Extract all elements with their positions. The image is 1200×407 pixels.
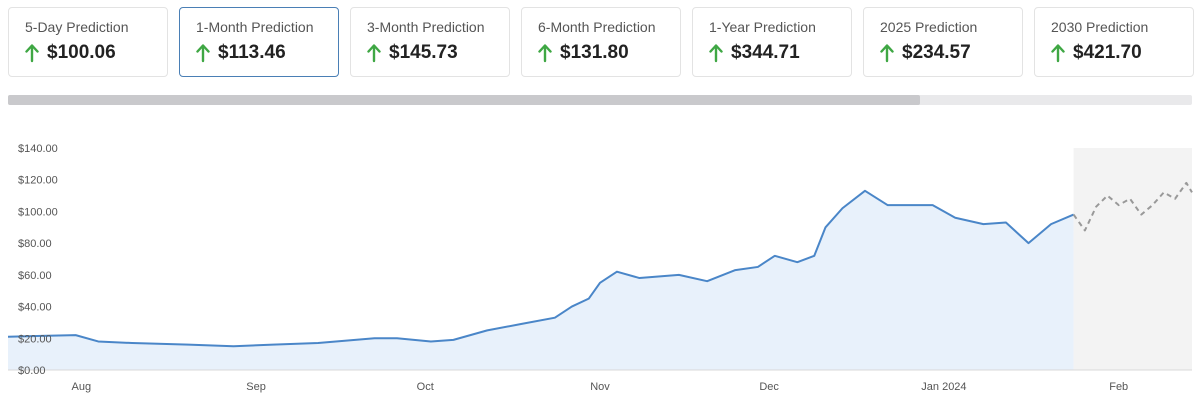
prediction-label: 2025 Prediction bbox=[880, 19, 978, 35]
prediction-label: 3-Month Prediction bbox=[367, 19, 485, 35]
x-tick-label: Feb bbox=[1109, 381, 1128, 393]
y-tick-label: $140.00 bbox=[18, 143, 58, 155]
prediction-card-6-month[interactable]: 6-Month Prediction $131.80 bbox=[521, 7, 681, 77]
forecast-region bbox=[1073, 148, 1192, 370]
arrow-up-icon bbox=[196, 44, 210, 63]
prediction-card-3-month[interactable]: 3-Month Prediction $145.73 bbox=[350, 7, 510, 77]
x-tick-label: Nov bbox=[590, 381, 610, 393]
y-tick-label: $40.00 bbox=[18, 302, 52, 314]
prediction-value: $113.46 bbox=[218, 42, 286, 63]
prediction-label: 1-Year Prediction bbox=[709, 19, 816, 35]
prediction-value: $145.73 bbox=[389, 42, 458, 63]
arrow-up-icon bbox=[880, 44, 894, 63]
arrow-up-icon bbox=[538, 44, 552, 63]
x-tick-label: Dec bbox=[759, 381, 779, 393]
cards-scrollbar-thumb[interactable] bbox=[8, 95, 920, 105]
prediction-value: $234.57 bbox=[902, 42, 971, 63]
forecast-line bbox=[1072, 181, 1193, 232]
y-tick-label: $20.00 bbox=[18, 333, 52, 345]
prediction-value: $344.71 bbox=[731, 42, 800, 63]
prediction-card-2030[interactable]: 2030 Prediction $421.70 bbox=[1034, 7, 1194, 77]
y-tick-label: $100.00 bbox=[18, 206, 58, 218]
x-tick-label: Jan 2024 bbox=[921, 381, 966, 393]
x-tick-label: Oct bbox=[417, 381, 434, 393]
y-tick-label: $60.00 bbox=[18, 270, 52, 282]
y-tick-label: $120.00 bbox=[18, 175, 58, 187]
y-tick-label: $80.00 bbox=[18, 238, 52, 250]
arrow-up-icon bbox=[25, 44, 39, 63]
prediction-label: 6-Month Prediction bbox=[538, 19, 656, 35]
prediction-value: $421.70 bbox=[1073, 42, 1142, 63]
prediction-label: 5-Day Prediction bbox=[25, 19, 129, 35]
prediction-card-1-month[interactable]: 1-Month Prediction $113.46 bbox=[179, 7, 339, 77]
prediction-card-1-year[interactable]: 1-Year Prediction $344.71 bbox=[692, 7, 852, 77]
x-tick-label: Sep bbox=[246, 381, 266, 393]
prediction-cards: 5-Day Prediction $100.06 1-Month Predict… bbox=[8, 7, 1194, 79]
arrow-up-icon bbox=[1051, 44, 1065, 63]
x-tick-label: Aug bbox=[72, 381, 92, 393]
prediction-value: $100.06 bbox=[47, 42, 116, 63]
prediction-label: 2030 Prediction bbox=[1051, 19, 1149, 35]
y-tick-label: $0.00 bbox=[18, 365, 46, 377]
prediction-value: $131.80 bbox=[560, 42, 629, 63]
price-chart: $0.00 $20.00 $40.00 $60.00 $80.00 $100.00 $120… bbox=[7, 143, 1193, 393]
history-area bbox=[8, 190, 1074, 370]
arrow-up-icon bbox=[367, 44, 381, 63]
prediction-label: 1-Month Prediction bbox=[196, 19, 314, 35]
history-line bbox=[7, 189, 1074, 348]
cards-scrollbar-track[interactable] bbox=[8, 95, 1192, 105]
prediction-card-5-day[interactable]: 5-Day Prediction $100.06 bbox=[8, 7, 168, 77]
arrow-up-icon bbox=[709, 44, 723, 63]
prediction-card-2025[interactable]: 2025 Prediction $234.57 bbox=[863, 7, 1023, 77]
